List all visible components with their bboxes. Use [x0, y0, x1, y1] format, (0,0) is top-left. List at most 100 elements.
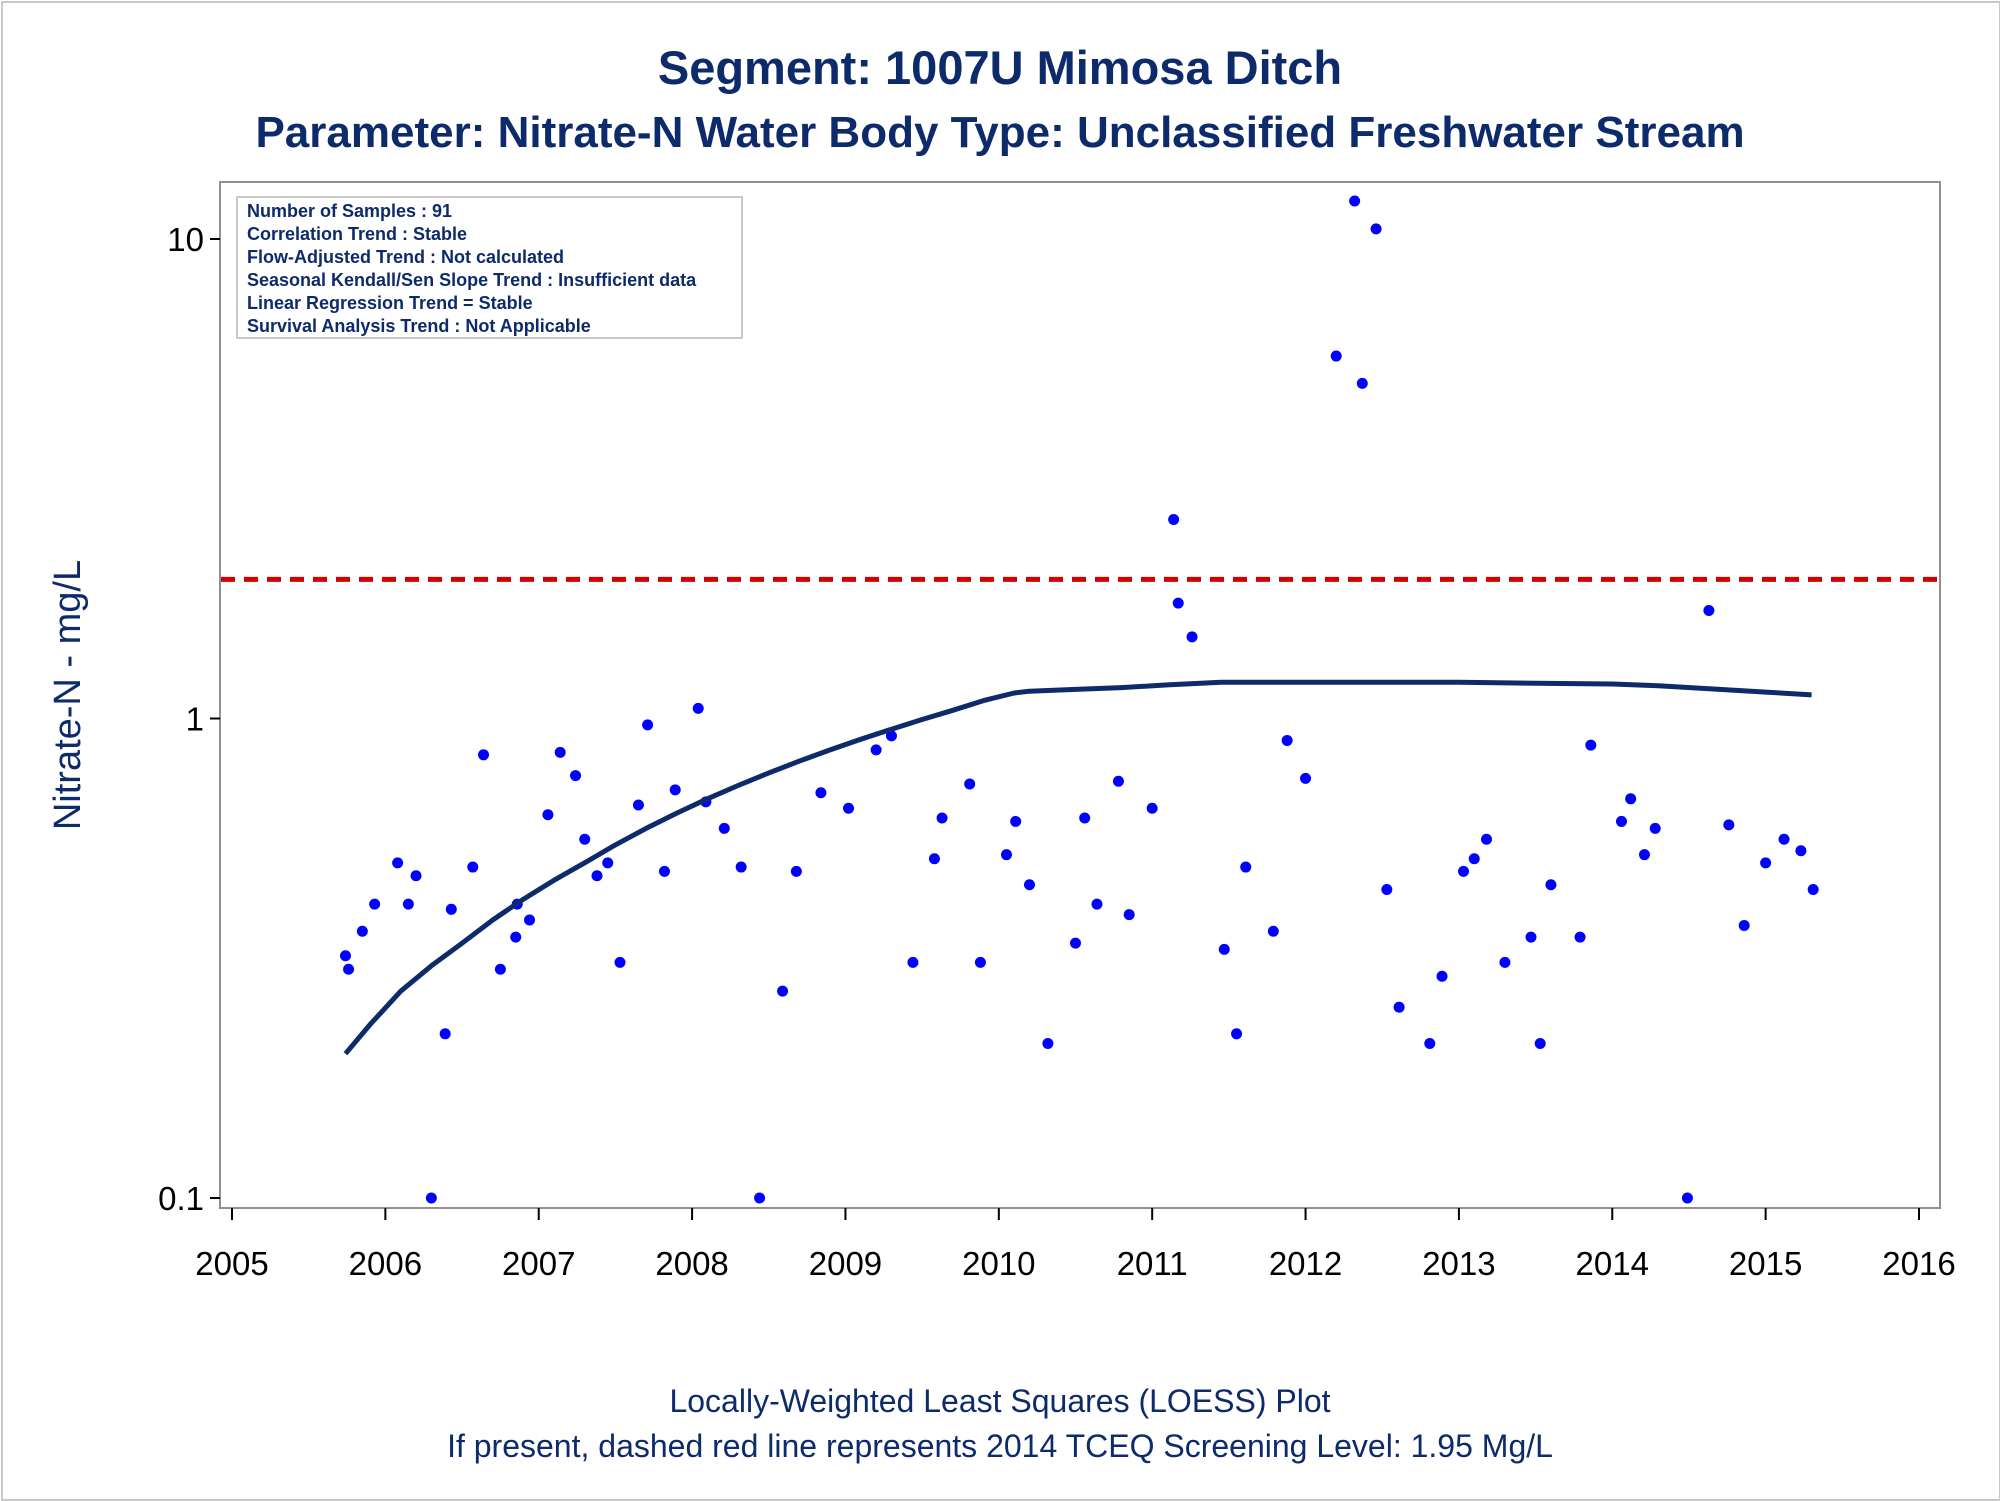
data-point [339, 950, 351, 962]
x-tick-label: 2011 [1117, 1245, 1188, 1282]
data-point [1458, 865, 1470, 877]
data-point [1172, 597, 1184, 609]
data-point [1010, 815, 1022, 827]
data-point [369, 898, 381, 910]
plot-area [219, 181, 1941, 1209]
data-point [669, 784, 681, 796]
x-tick-label: 2014 [1576, 1245, 1649, 1282]
data-point [928, 853, 940, 865]
y-tick-label: 1 [186, 701, 204, 738]
data-point [542, 809, 554, 821]
data-point [524, 914, 536, 926]
data-point [1267, 925, 1279, 937]
data-point [1146, 802, 1158, 814]
data-point [1349, 195, 1361, 207]
data-point [1091, 898, 1103, 910]
y-axis-label: Nitrate-N - mg/L [47, 560, 89, 830]
data-point [1436, 970, 1448, 982]
data-point [343, 963, 355, 975]
x-tick-label: 2016 [1882, 1245, 1955, 1282]
data-point [936, 812, 948, 824]
data-point [642, 719, 654, 731]
data-point [1760, 857, 1772, 869]
x-tick-label: 2013 [1422, 1245, 1495, 1282]
stats-line: Correlation Trend : Stable [247, 224, 467, 244]
data-point [1499, 956, 1511, 968]
data-point [1123, 909, 1135, 921]
data-point [1393, 1001, 1405, 1013]
data-point [1615, 815, 1627, 827]
data-point [1738, 920, 1750, 932]
data-point [718, 822, 730, 834]
stats-box-border [236, 196, 743, 339]
data-point [439, 1028, 451, 1040]
x-tick-label: 2008 [655, 1245, 728, 1282]
x-tick-label: 2007 [502, 1245, 575, 1282]
data-point [1300, 772, 1312, 784]
data-point [1574, 931, 1586, 943]
data-point [1330, 350, 1342, 362]
data-point [790, 865, 802, 877]
x-axis: 2005 2006 2007 2008 2009 2010 2011 2012 2013 2014… [195, 1208, 1956, 1282]
data-point [1381, 883, 1393, 895]
data-point [1481, 833, 1493, 845]
x-tick-label: 2015 [1729, 1245, 1802, 1282]
data-point [870, 744, 882, 756]
loess-series [343, 679, 1812, 1056]
data-point [1795, 845, 1807, 857]
data-point [1703, 604, 1715, 616]
data-point [1649, 822, 1661, 834]
x-tick-label: 2010 [962, 1245, 1035, 1282]
data-point [1240, 861, 1252, 873]
data-point [974, 956, 986, 968]
data-point [1070, 937, 1081, 949]
data-point [1681, 1192, 1693, 1204]
footer-line-2: If present, dashed red line represents 2… [447, 1428, 1553, 1464]
data-point [777, 985, 789, 997]
data-point [591, 870, 603, 882]
footer-line-1: Locally-Weighted Least Squares (LOESS) P… [669, 1383, 1330, 1419]
y-tick-label: 0.1 [158, 1180, 204, 1217]
data-point [658, 865, 670, 877]
chart-title: Segment: 1007U Mimosa Ditch [658, 41, 1342, 94]
x-tick-label: 2012 [1269, 1245, 1342, 1282]
data-point [445, 903, 457, 915]
data-point [392, 857, 404, 869]
stats-line: Seasonal Kendall/Sen Slope Trend : Insuf… [247, 270, 697, 290]
data-point [754, 1192, 766, 1204]
data-point [815, 787, 827, 799]
data-point [735, 861, 747, 873]
data-point [1281, 734, 1293, 746]
data-point [1186, 631, 1198, 643]
data-point [1534, 1037, 1546, 1049]
data-point [964, 778, 976, 790]
data-point [410, 870, 422, 882]
stats-line: Number of Samples : 91 [247, 201, 452, 221]
loess-line [343, 679, 1812, 1056]
data-point [1625, 793, 1637, 805]
data-point [692, 702, 704, 714]
data-point [885, 730, 897, 742]
data-point [1723, 819, 1735, 831]
data-point [1000, 849, 1012, 861]
data-point [1079, 812, 1091, 824]
stats-line: Flow-Adjusted Trend : Not calculated [247, 247, 564, 267]
data-point [1424, 1037, 1436, 1049]
chart-subtitle: Parameter: Nitrate-N Water Body Type: Un… [255, 108, 1744, 157]
data-point [602, 857, 614, 869]
data-point [579, 833, 591, 845]
data-point [356, 925, 368, 937]
data-point [494, 963, 506, 975]
data-point [1370, 223, 1382, 235]
data-point [425, 1192, 437, 1204]
x-tick-label: 2005 [195, 1245, 268, 1282]
scatter-series [339, 195, 1819, 1204]
data-point [510, 931, 522, 943]
stats-box: Number of Samples : 91 Correlation Trend… [236, 196, 743, 339]
x-tick-label: 2009 [809, 1245, 882, 1282]
data-point [1807, 883, 1819, 895]
data-point [1218, 943, 1230, 955]
stats-line: Survival Analysis Trend : Not Applicable [247, 316, 591, 336]
data-point [843, 802, 855, 814]
